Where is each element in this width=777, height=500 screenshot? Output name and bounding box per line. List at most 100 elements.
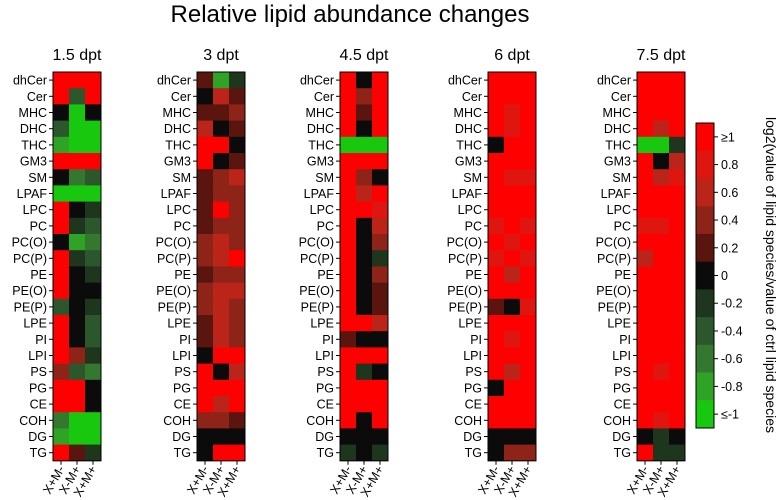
- heatmap-cell: [669, 217, 686, 235]
- heatmap-cell: [69, 136, 86, 154]
- heatmap-cell: [85, 282, 102, 300]
- heatmap-cell: [53, 234, 70, 251]
- heatmap-cell: [372, 412, 389, 429]
- heatmap-cell: [488, 120, 505, 138]
- row-label: dhCer: [597, 74, 631, 88]
- heatmap-cell: [340, 428, 357, 445]
- heatmap-cell: [213, 169, 230, 186]
- heatmap-panels: 1.5 dpt dhCer Cer MHC DHC THC GM3 SM LPAF LPC PC PC…: [12, 47, 686, 499]
- heatmap-cell: [53, 363, 70, 381]
- heatmap-cell: [69, 266, 86, 283]
- heatmap-cell: [372, 72, 389, 89]
- heatmap-cell: [53, 412, 70, 429]
- heatmap-cell: [653, 363, 670, 381]
- heatmap-cell: [85, 185, 102, 202]
- heatmap-cell: [488, 412, 505, 429]
- colorbar: ≥1 0.8 0.6 0.4 0.2 0 -0.2 -0.4 -0.6 -0.8 ≤-1: [695, 122, 743, 429]
- heatmap-cell: [85, 88, 102, 105]
- heatmap-cell: [488, 396, 505, 413]
- heatmap-cell: [488, 88, 505, 105]
- row-label: dhCer: [300, 74, 334, 88]
- heatmap-cell: [488, 217, 505, 235]
- row-label: PE: [465, 268, 482, 282]
- row-label: PE(P): [14, 300, 47, 314]
- heatmap-cell: [372, 298, 389, 316]
- row-label: GM3: [455, 155, 482, 169]
- row-label: PC(O): [12, 236, 47, 250]
- heatmap-cell: [520, 250, 537, 267]
- heatmap-cell: [197, 234, 214, 251]
- heatmap-cell: [213, 88, 230, 105]
- heatmap-cell: [372, 153, 389, 170]
- heatmap-cell: [520, 347, 537, 364]
- colorbar-tick-label: -0.2: [721, 297, 743, 311]
- heatmap-cell: [53, 428, 70, 445]
- heatmap-cell: [213, 217, 230, 235]
- row-label: PC: [174, 219, 191, 233]
- row-label: MHC: [163, 106, 191, 120]
- heatmap-cell: [229, 72, 246, 89]
- row-label: PE(P): [598, 300, 631, 314]
- heatmap-cell: [669, 379, 686, 397]
- heatmap-cell: [520, 185, 537, 202]
- row-label: LPAF: [17, 187, 48, 201]
- heatmap-cell: [85, 250, 102, 267]
- colorbar-segment: [696, 123, 714, 152]
- heatmap-cell: [85, 331, 102, 348]
- heatmap-cell: [653, 234, 670, 251]
- heatmap-cell: [637, 396, 654, 413]
- heatmap-cell: [520, 444, 537, 462]
- heatmap-cell: [356, 298, 373, 316]
- heatmap-cell: [197, 428, 214, 445]
- heatmap-cell: [356, 363, 373, 381]
- colorbar-tick-label: 0.8: [721, 158, 738, 172]
- heatmap-cell: [213, 104, 230, 121]
- heatmap-cell: [340, 347, 357, 364]
- heatmap-cell: [669, 72, 686, 89]
- heatmap-cell: [213, 234, 230, 251]
- heatmap-cell: [85, 444, 102, 462]
- row-label: PE(O): [156, 284, 191, 298]
- heatmap-cell: [53, 347, 70, 364]
- heatmap-cell: [653, 266, 670, 283]
- row-label: LPE: [458, 317, 482, 331]
- row-label: PG: [29, 381, 47, 395]
- heatmap-cell: [53, 169, 70, 186]
- heatmap-cell: [504, 363, 521, 381]
- heatmap-cell: [340, 379, 357, 397]
- heatmap-cell: [504, 331, 521, 348]
- heatmap-cell: [520, 201, 537, 219]
- heatmap-cell: [197, 104, 214, 121]
- heatmap-cell: [53, 315, 70, 332]
- heatmap-cell: [372, 234, 389, 251]
- heatmap-cell: [504, 444, 521, 462]
- row-label: GM3: [307, 155, 334, 169]
- heatmap-cell: [85, 379, 102, 397]
- heatmap-cell: [488, 104, 505, 121]
- heatmap-cell: [488, 347, 505, 364]
- heatmap-cell: [653, 315, 670, 332]
- row-label: PC(O): [156, 236, 191, 250]
- heatmap-cell: [85, 201, 102, 219]
- heatmap-cell: [372, 347, 389, 364]
- heatmap-cell: [53, 444, 70, 462]
- heatmap-cell: [504, 396, 521, 413]
- row-label: CE: [614, 398, 631, 412]
- heatmap-cell: [53, 298, 70, 316]
- row-label: PC: [465, 219, 482, 233]
- row-label: PC: [30, 219, 47, 233]
- heatmap-cell: [356, 169, 373, 186]
- colorbar-segment: [696, 400, 714, 429]
- heatmap-cell: [85, 396, 102, 413]
- heatmap-cell: [53, 201, 70, 219]
- row-label: DHC: [20, 122, 47, 136]
- heatmap-cell: [356, 396, 373, 413]
- heatmap-cell: [372, 169, 389, 186]
- heatmap-cell: [85, 412, 102, 429]
- heatmap-cell: [229, 120, 246, 138]
- heatmap-cell: [356, 250, 373, 267]
- heatmap-cell: [520, 72, 537, 89]
- heatmap-cell: [669, 315, 686, 332]
- heatmap-cell: [356, 444, 373, 462]
